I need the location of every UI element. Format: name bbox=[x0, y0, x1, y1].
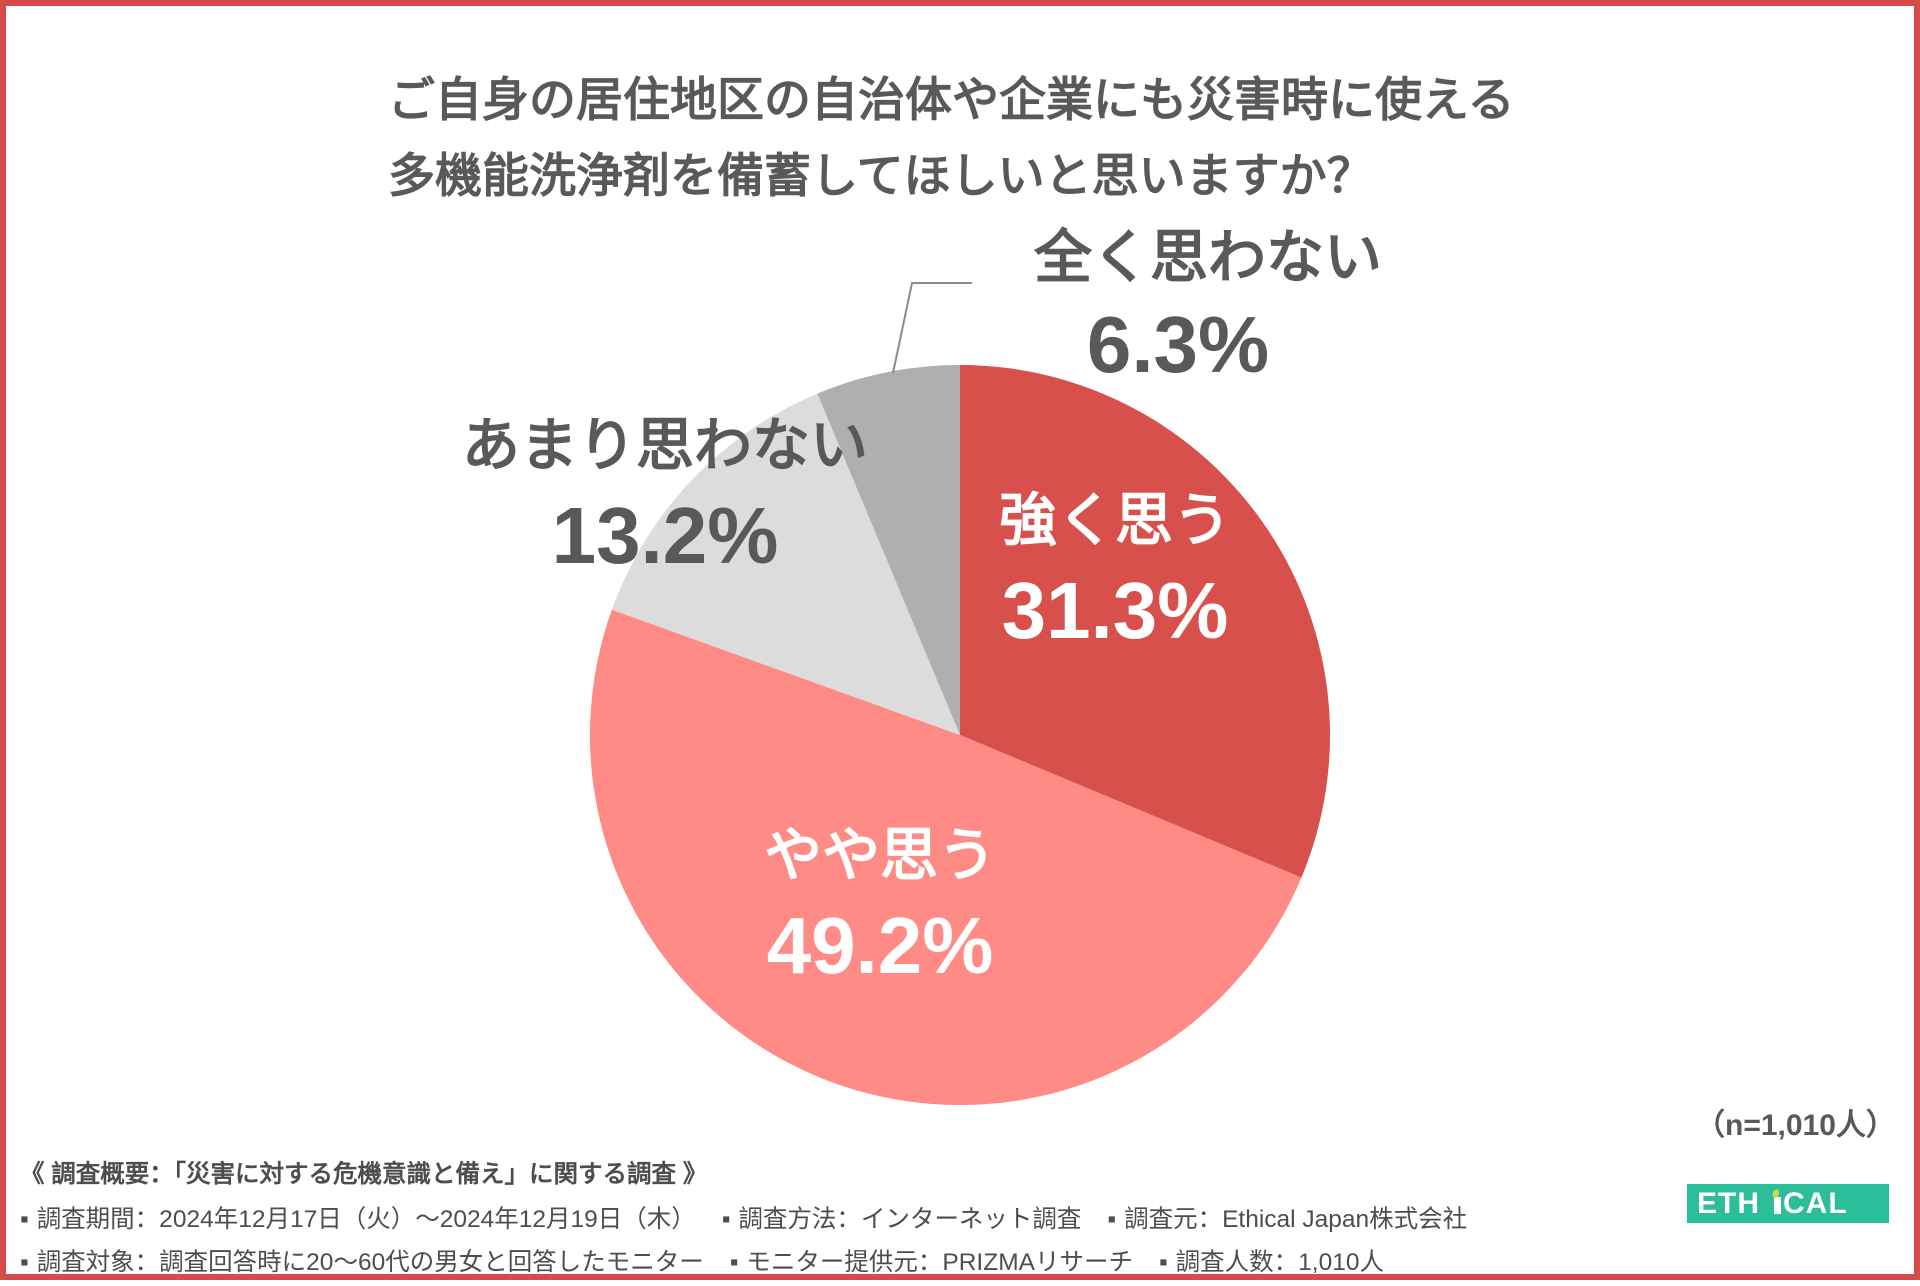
svg-text:ETH: ETH bbox=[1697, 1187, 1760, 1220]
svg-text:CAL: CAL bbox=[1783, 1187, 1848, 1220]
